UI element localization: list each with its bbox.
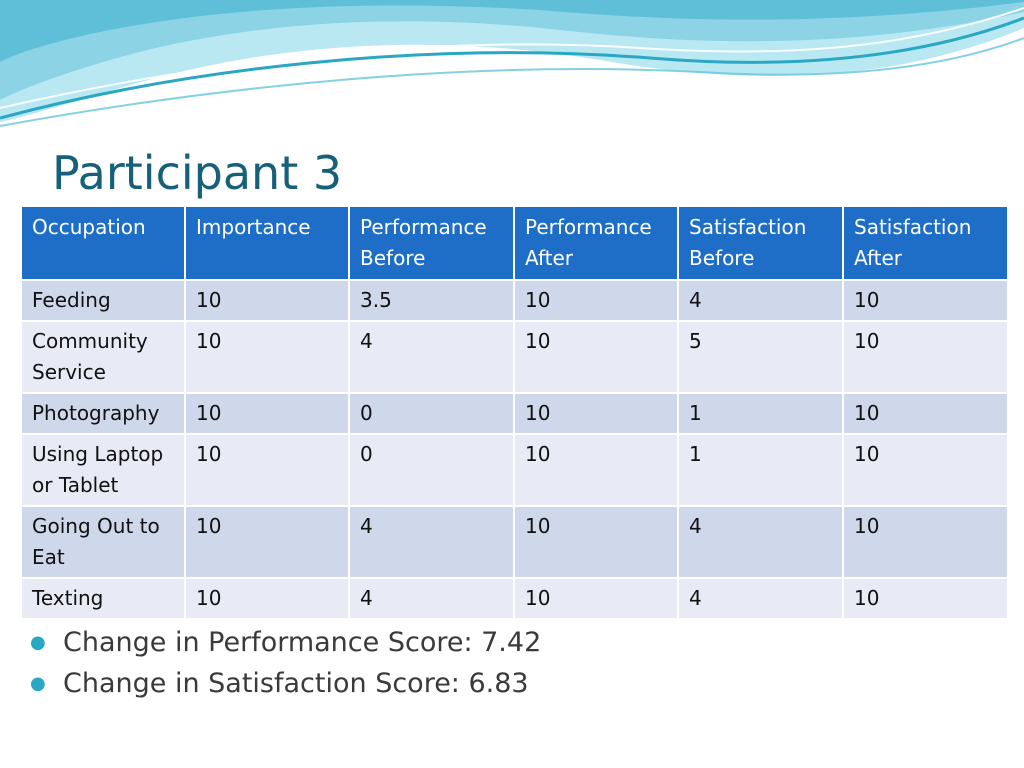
table-row: Community Service 10 4 10 5 10 — [20, 320, 1009, 394]
occupation-cell: Texting — [20, 577, 186, 620]
occupation-cell: Using Laptop or Tablet — [20, 433, 186, 507]
cell-text-line: or Tablet — [32, 473, 119, 497]
summary-text: Change in Performance Score: 7.42 — [63, 627, 542, 658]
summary-list: ● Change in Performance Score: 7.42 ● Ch… — [30, 622, 541, 704]
performance-before-cell: 4 — [348, 577, 515, 620]
header-cell-performance-after: Performance After — [513, 205, 679, 281]
header-text-line: Performance — [360, 215, 487, 239]
header-cell-occupation: Occupation — [20, 205, 186, 281]
bullet-dot-icon: ● — [30, 632, 46, 653]
importance-cell: 10 — [184, 320, 350, 394]
table-row: Texting 10 4 10 4 10 — [20, 577, 1009, 620]
satisfaction-after-cell: 10 — [842, 433, 1009, 507]
importance-cell: 10 — [184, 505, 350, 579]
importance-cell: 10 — [184, 433, 350, 507]
satisfaction-after-cell: 10 — [842, 320, 1009, 394]
cell-text-line: Using Laptop — [32, 442, 164, 466]
header-text-line: Performance — [525, 215, 652, 239]
header-text-line: After — [854, 246, 903, 270]
participant-table: Occupation Importance Performance Before … — [20, 205, 1009, 620]
satisfaction-before-cell: 4 — [677, 577, 844, 620]
cell-text-line: Texting — [32, 586, 104, 610]
header-text-line: Satisfaction — [689, 215, 807, 239]
importance-cell: 10 — [184, 279, 350, 322]
cell-text-line: Photography — [32, 401, 160, 425]
satisfaction-after-cell: 10 — [842, 577, 1009, 620]
header-row: Occupation Importance Performance Before … — [20, 205, 1009, 281]
satisfaction-after-cell: 10 — [842, 279, 1009, 322]
table-row: Photography 10 0 10 1 10 — [20, 392, 1009, 435]
bullet-dot-icon: ● — [30, 673, 46, 694]
occupation-cell: Feeding — [20, 279, 186, 322]
header-text-line: Before — [360, 246, 426, 270]
performance-after-cell: 10 — [513, 279, 679, 322]
header-text-line: After — [525, 246, 574, 270]
table-row: Going Out to Eat 10 4 10 4 10 — [20, 505, 1009, 579]
header-wave-decoration — [0, 0, 1024, 127]
cell-text-line: Community — [32, 329, 148, 353]
satisfaction-before-cell: 1 — [677, 433, 844, 507]
table-row: Feeding 10 3.5 10 4 10 — [20, 279, 1009, 322]
header-cell-satisfaction-before: Satisfaction Before — [677, 205, 844, 281]
performance-after-cell: 10 — [513, 505, 679, 579]
summary-item-performance: ● Change in Performance Score: 7.42 — [30, 622, 541, 663]
performance-before-cell: 0 — [348, 433, 515, 507]
performance-before-cell: 4 — [348, 505, 515, 579]
performance-before-cell: 0 — [348, 392, 515, 435]
header-text-line: Before — [689, 246, 755, 270]
cell-text-line: Eat — [32, 545, 65, 569]
satisfaction-after-cell: 10 — [842, 392, 1009, 435]
table-header: Occupation Importance Performance Before … — [20, 205, 1009, 281]
satisfaction-before-cell: 5 — [677, 320, 844, 394]
header-text-line: Importance — [196, 215, 311, 239]
occupation-cell: Community Service — [20, 320, 186, 394]
slide-title: Participant 3 — [52, 146, 343, 200]
satisfaction-after-cell: 10 — [842, 505, 1009, 579]
performance-after-cell: 10 — [513, 433, 679, 507]
performance-before-cell: 4 — [348, 320, 515, 394]
header-text-line: Satisfaction — [854, 215, 972, 239]
header-cell-satisfaction-after: Satisfaction After — [842, 205, 1009, 281]
performance-after-cell: 10 — [513, 577, 679, 620]
header-cell-importance: Importance — [184, 205, 350, 281]
satisfaction-before-cell: 4 — [677, 279, 844, 322]
summary-item-satisfaction: ● Change in Satisfaction Score: 6.83 — [30, 663, 541, 704]
summary-text: Change in Satisfaction Score: 6.83 — [63, 668, 529, 699]
performance-before-cell: 3.5 — [348, 279, 515, 322]
occupation-cell: Going Out to Eat — [20, 505, 186, 579]
table-body: Feeding 10 3.5 10 4 10 Community Service … — [20, 279, 1009, 620]
cell-text-line: Going Out to — [32, 514, 160, 538]
table-row: Using Laptop or Tablet 10 0 10 1 10 — [20, 433, 1009, 507]
importance-cell: 10 — [184, 392, 350, 435]
header-text-line: Occupation — [32, 215, 146, 239]
importance-cell: 10 — [184, 577, 350, 620]
satisfaction-before-cell: 1 — [677, 392, 844, 435]
satisfaction-before-cell: 4 — [677, 505, 844, 579]
cell-text-line: Service — [32, 360, 106, 384]
performance-after-cell: 10 — [513, 320, 679, 394]
cell-text-line: Feeding — [32, 288, 111, 312]
performance-after-cell: 10 — [513, 392, 679, 435]
occupation-cell: Photography — [20, 392, 186, 435]
header-cell-performance-before: Performance Before — [348, 205, 515, 281]
